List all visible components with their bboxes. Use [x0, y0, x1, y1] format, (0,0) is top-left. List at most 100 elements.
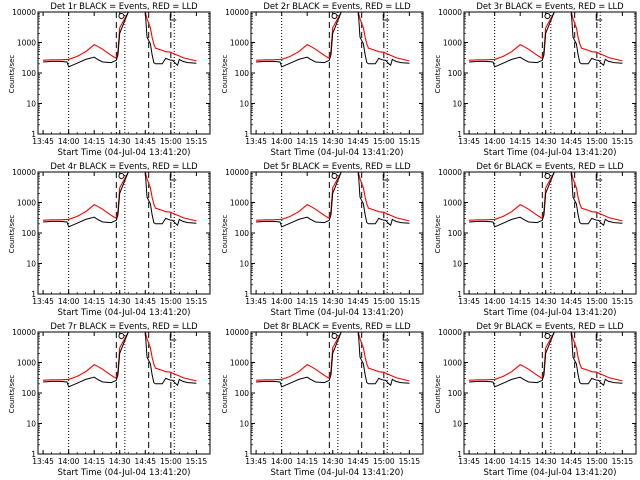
x-tick-label: 15:00 [373, 297, 395, 306]
series-lld-line [43, 12, 197, 62]
x-tick-label: 14:00 [271, 457, 293, 466]
x-tick-label: 15:15 [399, 137, 421, 146]
x-tick-label: 14:45 [560, 137, 582, 146]
x-tick-label: 14:45 [347, 137, 369, 146]
x-axis-label: Start Time (04-Jul-04 13:41:20) [57, 148, 191, 158]
y-tick-label: 10 [452, 100, 462, 109]
bracket-marker [169, 174, 177, 181]
y-axis-label: Counts/sec [434, 214, 442, 254]
series-lld-line [469, 12, 623, 62]
x-tick-label: 14:45 [134, 457, 156, 466]
chart-title: Det 9r BLACK = Events, RED = LLD [476, 322, 624, 332]
y-tick-label: 1000 [443, 39, 462, 48]
y-tick-label: 10000 [438, 328, 462, 337]
series-events-line [469, 332, 623, 388]
bracket-marker [382, 334, 390, 341]
chart-title: Det 6r BLACK = Events, RED = LLD [476, 162, 624, 172]
y-tick-label: 100 [235, 69, 250, 78]
y-axis-label: Counts/sec [221, 214, 229, 254]
x-tick-label: 14:00 [271, 137, 293, 146]
x-tick-label: 15:15 [186, 457, 208, 466]
x-tick-label: 14:00 [58, 297, 80, 306]
series-events-line [256, 332, 410, 388]
y-tick-label: 100 [22, 69, 37, 78]
y-tick-label: 100 [22, 389, 37, 398]
x-tick-label: 14:15 [509, 297, 531, 306]
series-lld-line [469, 332, 623, 382]
x-tick-label: 14:15 [509, 457, 531, 466]
chart-panel-2: 1 10 100 1000 10000 13:45 14:00 14:15 14:30 14:45… [213, 0, 426, 160]
plot-frame [37, 171, 211, 295]
series-lld-line [256, 12, 410, 62]
open-circle-marker [331, 13, 338, 19]
chart-title: Det 3r BLACK = Events, RED = LLD [476, 2, 624, 12]
y-tick-label: 1000 [443, 359, 462, 368]
x-tick-label: 14:30 [109, 297, 131, 306]
y-tick-label: 1 [457, 130, 462, 139]
chart-panel-8: 1 10 100 1000 10000 13:45 14:00 14:15 14:30 14:45… [213, 320, 426, 480]
x-tick-label: 13:45 [245, 457, 267, 466]
bracket-marker [169, 14, 177, 21]
x-axis-label: Start Time (04-Jul-04 13:41:20) [270, 468, 404, 478]
y-tick-label: 1 [244, 290, 249, 299]
plot-frame [463, 11, 637, 135]
y-tick-label: 1 [244, 450, 249, 459]
y-tick-label: 10 [239, 100, 249, 109]
x-tick-label: 15:15 [612, 137, 634, 146]
y-tick-label: 10000 [438, 8, 462, 17]
chart-title: Det 8r BLACK = Events, RED = LLD [263, 322, 411, 332]
series-events-line [469, 12, 623, 68]
x-tick-label: 14:15 [83, 297, 105, 306]
chart-title: Det 7r BLACK = Events, RED = LLD [50, 322, 198, 332]
y-tick-label: 100 [22, 229, 37, 238]
x-tick-label: 14:30 [322, 137, 344, 146]
chart-svg-3: 1 10 100 1000 10000 13:45 14:00 14:15 14:30 14:45… [438, 8, 637, 146]
series-events-line [469, 172, 623, 228]
x-axis-label: Start Time (04-Jul-04 13:41:20) [483, 308, 617, 318]
x-tick-label: 14:15 [296, 137, 318, 146]
chart-panel-7: 1 10 100 1000 10000 13:45 14:00 14:15 14:30 14:45… [0, 320, 213, 480]
x-tick-label: 14:45 [560, 457, 582, 466]
x-tick-label: 15:00 [373, 137, 395, 146]
x-tick-label: 15:15 [399, 297, 421, 306]
series-lld-line [43, 172, 197, 222]
x-tick-label: 14:00 [58, 137, 80, 146]
x-tick-label: 14:00 [271, 297, 293, 306]
y-tick-label: 100 [448, 389, 463, 398]
y-axis-label: Counts/sec [8, 214, 16, 254]
chart-title: Det 2r BLACK = Events, RED = LLD [263, 2, 411, 12]
y-tick-label: 1000 [443, 199, 462, 208]
bracket-marker [595, 174, 603, 181]
chart-svg-6: 1 10 100 1000 10000 13:45 14:00 14:15 14:30 14:45… [438, 168, 637, 306]
x-tick-label: 14:30 [322, 457, 344, 466]
y-tick-label: 1 [457, 450, 462, 459]
x-tick-label: 15:00 [160, 297, 182, 306]
bracket-marker [169, 334, 177, 341]
x-tick-label: 15:00 [586, 297, 608, 306]
x-tick-label: 14:00 [484, 297, 506, 306]
chart-panel-3: 1 10 100 1000 10000 13:45 14:00 14:15 14:30 14:45… [426, 0, 639, 160]
x-tick-label: 14:45 [134, 137, 156, 146]
x-tick-label: 14:30 [109, 137, 131, 146]
plot-frame [37, 331, 211, 455]
chart-panel-5: 1 10 100 1000 10000 13:45 14:00 14:15 14:30 14:45… [213, 160, 426, 320]
chart-panel-6: 1 10 100 1000 10000 13:45 14:00 14:15 14:30 14:45… [426, 160, 639, 320]
y-tick-label: 1 [31, 450, 36, 459]
x-axis-label: Start Time (04-Jul-04 13:41:20) [270, 308, 404, 318]
open-circle-marker [544, 13, 551, 19]
y-tick-label: 1 [31, 130, 36, 139]
y-tick-label: 1000 [17, 359, 36, 368]
y-tick-label: 1000 [17, 199, 36, 208]
x-tick-label: 14:30 [535, 297, 557, 306]
x-axis-label: Start Time (04-Jul-04 13:41:20) [483, 468, 617, 478]
series-events-line [256, 172, 410, 228]
chart-svg-7: 1 10 100 1000 10000 13:45 14:00 14:15 14:30 14:45… [12, 328, 211, 466]
y-tick-label: 1000 [17, 39, 36, 48]
y-axis-label: Counts/sec [8, 374, 16, 414]
x-axis-label: Start Time (04-Jul-04 13:41:20) [57, 468, 191, 478]
chart-svg-9: 1 10 100 1000 10000 13:45 14:00 14:15 14:30 14:45… [438, 328, 637, 466]
x-tick-label: 14:45 [347, 297, 369, 306]
x-tick-label: 13:45 [32, 297, 54, 306]
series-events-line [256, 12, 410, 68]
x-tick-label: 14:45 [347, 457, 369, 466]
